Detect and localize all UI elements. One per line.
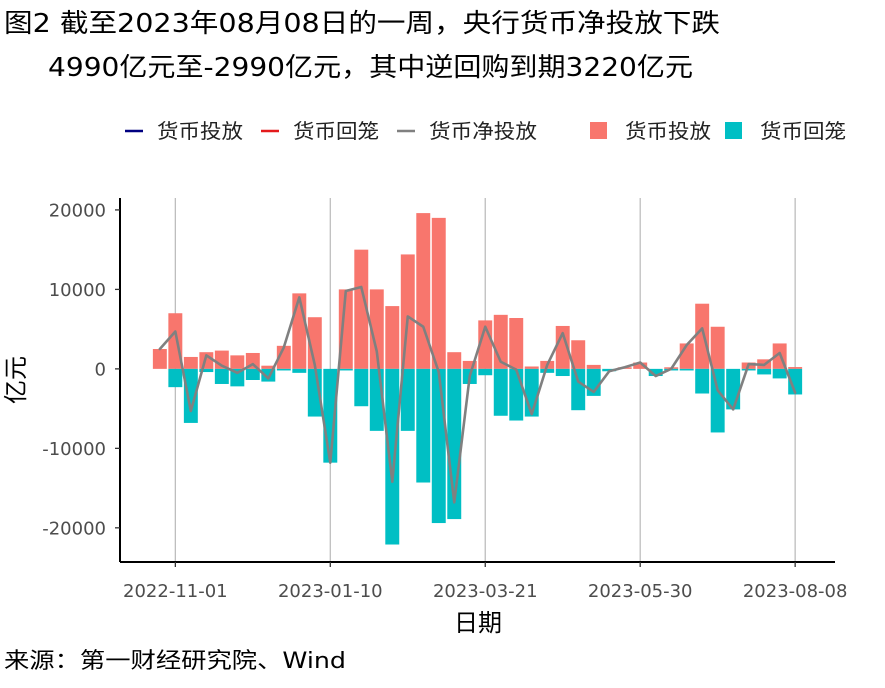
bar-withdrawal-2023-06-20: [679, 368, 694, 371]
net-investment-line: [158, 285, 797, 504]
legend-label-line-investment: 货币投放: [157, 119, 243, 143]
bar-investment-2023-02-28: [431, 217, 446, 369]
bar-investment-2023-05-02: [571, 340, 586, 369]
bar-withdrawal-2022-11-29: [230, 368, 245, 387]
bar-investment-2022-11-08: [183, 356, 198, 369]
bar-investment-2023-04-11: [524, 366, 539, 369]
bar-investment-2022-12-13: [261, 365, 276, 369]
bar-withdrawal-2023-06-27: [695, 368, 710, 394]
bar-withdrawal-2023-01-24: [354, 368, 369, 407]
legend-key-fill-withdrawal: [725, 122, 742, 139]
bar-withdrawal-2023-05-02: [571, 368, 586, 411]
bar-withdrawal-2022-12-27: [292, 368, 307, 373]
bar-investment-2023-03-14: [462, 360, 477, 369]
legend-label-fill-investment: 货币投放: [625, 119, 711, 143]
y-tick-label: 20000: [49, 200, 106, 221]
bar-withdrawal-2023-08-08: [788, 368, 803, 395]
legend-label-line-withdrawal: 货币回笼: [293, 119, 379, 143]
legend-key-fill-investment: [590, 122, 607, 139]
bar-investment-2023-01-03: [307, 317, 322, 369]
bar-withdrawal-2023-06-06: [648, 368, 663, 377]
legend-label-line-net: 货币净投放: [429, 119, 537, 143]
bar-withdrawal-2022-11-08: [183, 368, 198, 423]
y-tick-label: -10000: [42, 439, 106, 460]
bar-withdrawal-2023-03-21: [478, 368, 493, 376]
bar-investment-2023-08-08: [788, 367, 803, 369]
line-layer: [158, 285, 797, 504]
bar-withdrawal-2023-07-04: [710, 368, 725, 433]
bar-investment-2023-05-09: [586, 364, 601, 369]
bar-withdrawal-2023-04-04: [509, 368, 524, 421]
bar-withdrawal-2022-11-22: [214, 368, 229, 384]
bar-withdrawal-2022-11-01: [168, 368, 183, 388]
x-tick-label: 2023-01-10: [278, 581, 383, 602]
legend-label-fill-withdrawal: 货币回笼: [760, 119, 846, 143]
x-tick-label: 2023-05-30: [588, 581, 693, 602]
x-tick-label: 2022-11-01: [123, 581, 228, 602]
bar-withdrawal-2023-02-21: [416, 368, 431, 483]
legend: 货币投放 货币回笼 货币净投放 货币投放 货币回笼: [125, 119, 846, 143]
x-tick-label: 2023-03-21: [433, 581, 538, 602]
bar-investment-2023-07-04: [710, 326, 725, 369]
bar-withdrawal-2022-12-20: [276, 368, 291, 371]
bar-withdrawal-2023-07-18: [741, 368, 756, 371]
bar-investment-2022-10-25: [152, 349, 167, 369]
y-tick-label: 0: [95, 359, 106, 380]
bar-withdrawal-2023-08-01: [772, 368, 787, 379]
bar-withdrawal-2023-02-28: [431, 368, 446, 524]
bar-investment-2023-05-30: [633, 362, 648, 369]
source-note: 来源：第一财经研究院、Wind: [4, 649, 346, 674]
x-axis-title: 日期: [454, 609, 502, 637]
bar-investment-2022-12-27: [292, 293, 307, 369]
bar-investment-2023-04-25: [555, 325, 570, 369]
bar-withdrawal-2023-03-28: [493, 368, 508, 416]
bar-investment-2023-02-14: [400, 254, 415, 369]
chart-title-line-2: 4990亿元至-2990亿元，其中逆回购到期3220亿元: [48, 53, 693, 83]
bar-investment-2023-03-07: [447, 352, 462, 369]
bar-investment-2023-04-04: [509, 318, 524, 369]
y-tick-label: 10000: [49, 280, 106, 301]
x-tick-label: 2023-08-08: [743, 581, 848, 602]
axis-layer: 20000 10000 0 -10000 -20000 2022-11-01 2023-01…: [42, 198, 847, 602]
y-axis-title: 亿元: [2, 356, 30, 404]
bar-investment-2023-01-17: [338, 289, 353, 369]
bar-investment-2023-02-21: [416, 213, 431, 369]
bar-withdrawal-2023-02-14: [400, 368, 415, 431]
bar-withdrawal-2023-04-18: [540, 368, 555, 373]
bar-investment-2023-06-27: [695, 303, 710, 369]
bar-withdrawal-2022-11-15: [199, 368, 214, 373]
bar-investment-2022-11-29: [230, 355, 245, 369]
chart-title-line-1: 图2 截至2023年08月08日的一周，央行货币净投放下跌: [4, 9, 720, 39]
bar-withdrawal-2023-01-17: [338, 368, 353, 371]
bar-investment-2023-01-24: [354, 249, 369, 369]
bar-investment-2023-01-31: [369, 289, 384, 369]
y-tick-label: -20000: [42, 518, 106, 539]
bar-withdrawal-2023-02-07: [385, 368, 400, 545]
bar-withdrawal-2022-12-06: [245, 368, 260, 380]
bar-investment-2023-02-07: [385, 306, 400, 369]
bar-withdrawal-2023-04-25: [555, 368, 570, 377]
bar-withdrawal-2023-07-25: [757, 368, 772, 375]
bar-withdrawal-2023-04-11: [524, 368, 539, 417]
